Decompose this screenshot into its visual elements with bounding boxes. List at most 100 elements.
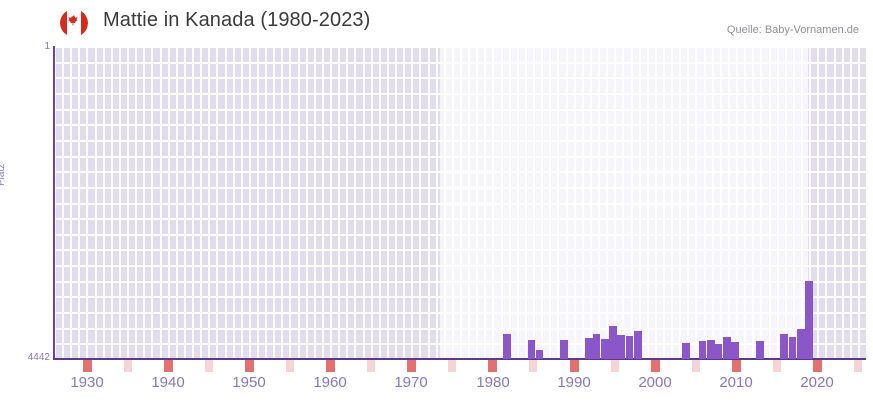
grid-line-vertical (298, 46, 300, 359)
grid-line-vertical (858, 46, 860, 359)
x-axis-label: 1960 (313, 374, 347, 391)
bar-series (54, 46, 866, 359)
grid-line-vertical (614, 46, 616, 359)
x-tick-mark (570, 360, 579, 372)
grid-line-vertical (679, 46, 681, 359)
bar-2012[interactable] (723, 337, 731, 359)
bar-2010[interactable] (707, 340, 715, 359)
x-tick-mark (83, 360, 92, 372)
grid-line-vertical (817, 46, 819, 359)
bar-1998[interactable] (609, 326, 617, 359)
grid-line-vertical (200, 46, 202, 359)
x-tick-mark (488, 360, 497, 372)
grid-line-vertical (428, 46, 430, 359)
bar-2009[interactable] (699, 341, 706, 359)
x-tick-mark (448, 360, 456, 372)
grid-line-vertical (484, 46, 486, 359)
grid-line-vertical (574, 46, 576, 359)
grid-line-vertical (777, 46, 779, 359)
grid-line-vertical (842, 46, 844, 359)
grid-line-vertical (549, 46, 551, 359)
x-axis-label: 1930 (70, 374, 104, 391)
x-axis-label: 2010 (719, 374, 753, 391)
x-tick-mark (164, 360, 173, 372)
x-tick-mark (813, 360, 822, 372)
grid-line-vertical (103, 46, 105, 359)
x-tick-mark (245, 360, 254, 372)
grid-line-vertical (168, 46, 170, 359)
bar-1992[interactable] (560, 340, 568, 359)
grid-line-vertical (598, 46, 600, 359)
grid-line-vertical (119, 46, 121, 359)
grid-line-vertical (850, 46, 852, 359)
bar-1985[interactable] (503, 334, 511, 359)
grid-line-vertical (647, 46, 649, 359)
source-label: Quelle: Baby-Vornamen.de (726, 24, 859, 36)
grid-line-vertical (582, 46, 584, 359)
grid-line-vertical (411, 46, 413, 359)
grid-line-vertical (752, 46, 754, 359)
grid-line-vertical (354, 46, 356, 359)
grid-line-horizontal (54, 77, 866, 79)
grid-line-vertical (436, 46, 438, 359)
bar-2011[interactable] (715, 344, 722, 359)
grid-line-vertical (176, 46, 178, 359)
grid-line-vertical (639, 46, 641, 359)
bar-2019[interactable] (780, 334, 788, 359)
grid-line-vertical (671, 46, 673, 359)
grid-line-vertical (728, 46, 730, 359)
bar-2021[interactable] (797, 329, 805, 359)
x-tick-mark (651, 360, 660, 372)
grid-line-vertical (501, 46, 503, 359)
bar-2022[interactable] (805, 281, 813, 359)
grid-line-vertical (249, 46, 251, 359)
grid-line-vertical (687, 46, 689, 359)
bar-2000[interactable] (626, 336, 633, 359)
grid-line-horizontal (54, 124, 866, 126)
bar-2020[interactable] (789, 337, 796, 359)
grid-line-vertical (825, 46, 827, 359)
grid-line-vertical (184, 46, 186, 359)
grid-line-vertical (233, 46, 235, 359)
grid-line-vertical (403, 46, 405, 359)
y-axis-label-bottom: 4442 (27, 352, 50, 363)
grid-line-vertical (330, 46, 332, 359)
grid-line-vertical (452, 46, 454, 359)
bar-2013[interactable] (731, 342, 739, 359)
grid-line-vertical (127, 46, 129, 359)
bar-1988[interactable] (528, 340, 535, 359)
grid-line-vertical (720, 46, 722, 359)
y-axis-line (53, 46, 55, 359)
x-axis-label: 1970 (394, 374, 428, 391)
grid-line-vertical (509, 46, 511, 359)
x-tick-mark (773, 360, 781, 372)
chart-header: Mattie in Kanada (1980-2023) Quelle: Bab… (0, 0, 873, 46)
grid-line-vertical (622, 46, 624, 359)
grid-line-vertical (395, 46, 397, 359)
x-tick-mark (529, 360, 537, 372)
grid-line-vertical (760, 46, 762, 359)
grid-line-vertical (444, 46, 446, 359)
grid-line-horizontal (54, 93, 866, 95)
grid-line-vertical (785, 46, 787, 359)
bar-1997[interactable] (601, 339, 609, 359)
bar-2007[interactable] (682, 343, 690, 359)
bar-2001[interactable] (634, 331, 642, 359)
bar-1999[interactable] (617, 335, 625, 359)
grid-line-horizontal (54, 296, 866, 298)
bar-1996[interactable] (593, 334, 600, 359)
grid-line-vertical (338, 46, 340, 359)
x-tick-mark (407, 360, 416, 372)
x-tick-mark (611, 360, 619, 372)
page-title: Mattie in Kanada (1980-2023) (103, 9, 371, 31)
bar-1989[interactable] (536, 350, 543, 359)
grid-line-vertical (525, 46, 527, 359)
bar-2016[interactable] (756, 341, 764, 359)
bar-1995[interactable] (585, 338, 593, 359)
grid-line-vertical (566, 46, 568, 359)
grid-line-vertical (557, 46, 559, 359)
grid-line-vertical (241, 46, 243, 359)
grid-line-horizontal (54, 265, 866, 267)
grid-line-vertical (216, 46, 218, 359)
